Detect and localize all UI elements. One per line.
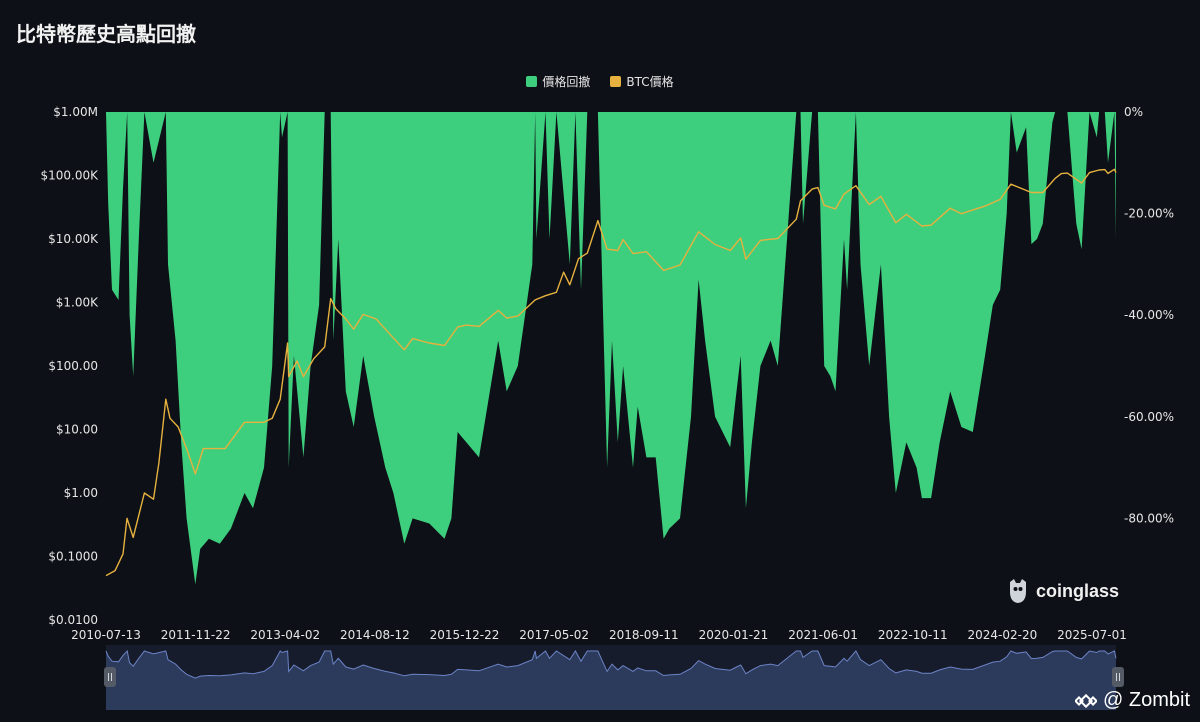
- x-tick-label: 2015-12-22: [430, 628, 500, 642]
- x-tick-label: 2024-02-20: [967, 628, 1037, 642]
- coinglass-text: coinglass: [1036, 580, 1120, 601]
- y-left-tick-label: $0.1000: [48, 550, 98, 564]
- coinglass-logo: coinglass: [1006, 578, 1119, 604]
- y-left-tick-label: $10.00: [56, 423, 98, 437]
- y-right-tick-label: -20.00%: [1124, 207, 1174, 221]
- btc-price-line: [105, 168, 1117, 577]
- y-right-tick-label: -40.00%: [1124, 308, 1174, 322]
- x-tick-label: 2022-10-11: [878, 628, 948, 642]
- y-left-tick-label: $1.00K: [56, 296, 99, 310]
- legend-label-price: BTC價格: [626, 75, 674, 89]
- watermark-text: @ Zombit: [1103, 689, 1190, 711]
- x-tick-label: 2010-07-13: [71, 628, 141, 642]
- legend-swatch-price: [610, 76, 622, 87]
- navigator-handle-right[interactable]: [1112, 667, 1124, 687]
- y-left-tick-label: $1.00M: [53, 105, 98, 119]
- y-right-tick-label: 0%: [1124, 105, 1143, 119]
- coinglass-mascot-icon: [1010, 579, 1026, 603]
- navigator-area: [106, 651, 1116, 710]
- watermark: @ Zombit: [1075, 689, 1190, 712]
- x-tick-label: 2021-06-01: [788, 628, 858, 642]
- x-tick-label: 2018-09-11: [609, 628, 679, 642]
- x-tick-label: 2020-01-21: [699, 628, 769, 642]
- legend: 價格回撤 BTC價格: [0, 73, 1200, 90]
- x-tick-label: 2013-04-02: [250, 628, 320, 642]
- legend-item-price[interactable]: BTC價格: [610, 73, 674, 90]
- chart-title: 比特幣歷史高點回撤: [16, 22, 196, 46]
- x-tick-label: 2011-11-22: [161, 628, 231, 642]
- y-right-tick-label: -80.00%: [1124, 511, 1174, 525]
- x-tick-label: 2017-05-02: [519, 628, 589, 642]
- y-left-tick-label: $1.00: [64, 486, 98, 500]
- y-left-tick-label: $0.0100: [48, 613, 98, 627]
- navigator-line: [105, 649, 1117, 679]
- binance-square-icon: [1075, 693, 1098, 708]
- drawdown-area: [106, 112, 1116, 585]
- y-left-tick-label: $100.00: [48, 359, 98, 373]
- y-left-tick-label: $10.00K: [48, 232, 99, 246]
- x-tick-label: 2025-07-01: [1057, 628, 1127, 642]
- y-right-tick-label: -60.00%: [1124, 410, 1174, 424]
- legend-item-drawdown[interactable]: 價格回撤: [526, 73, 590, 90]
- y-left-tick-label: $100.00K: [41, 169, 100, 183]
- x-tick-label: 2014-08-12: [340, 628, 410, 642]
- navigator-handle-left[interactable]: [104, 667, 116, 687]
- legend-label-drawdown: 價格回撤: [542, 75, 591, 89]
- legend-swatch-drawdown: [526, 76, 538, 87]
